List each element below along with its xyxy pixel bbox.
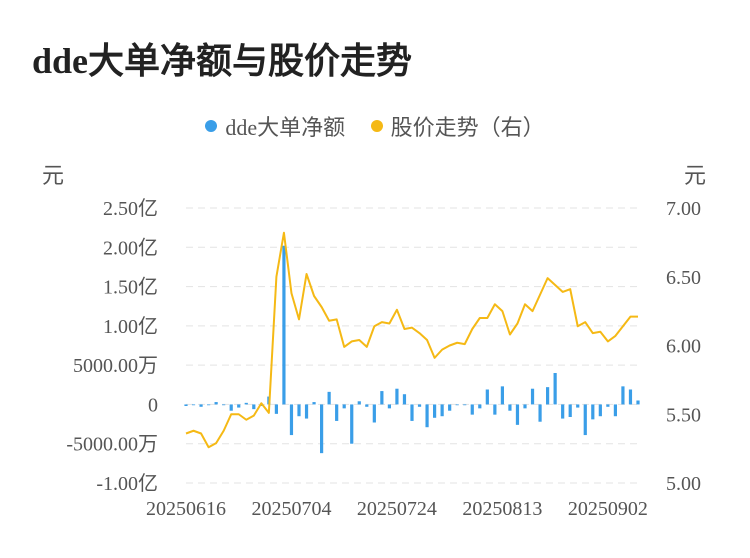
bar — [357, 401, 361, 405]
legend-line-swatch — [370, 120, 383, 132]
bar — [199, 404, 203, 407]
bar — [523, 404, 527, 409]
bar — [417, 404, 422, 407]
legend-bars-label: dde大单净额 — [225, 115, 346, 140]
chart-title: dde大单净额与股价走势 — [32, 41, 413, 81]
bar — [191, 404, 196, 406]
bar — [282, 245, 286, 405]
right-tick-label: 7.00 — [666, 198, 701, 220]
right-tick-label: 6.50 — [666, 267, 701, 289]
bar — [214, 402, 218, 405]
bar — [365, 404, 369, 407]
right-axis-unit: 元 — [684, 163, 707, 188]
bar — [485, 389, 489, 405]
bar — [606, 404, 610, 407]
bar — [335, 404, 339, 421]
bar — [448, 404, 452, 411]
right-tick-label: 5.00 — [666, 473, 701, 495]
bar — [372, 404, 376, 423]
left-tick-label: 1.50亿 — [103, 276, 158, 299]
bar — [222, 404, 226, 406]
bar — [455, 404, 459, 406]
x-tick-label: 20250704 — [251, 498, 331, 520]
bar — [433, 404, 437, 418]
bar — [229, 404, 233, 411]
left-tick-label: 1.00亿 — [103, 315, 158, 338]
bar — [500, 386, 504, 405]
legend-item-bars[interactable]: dde大单净额 — [205, 110, 345, 142]
bar — [628, 389, 633, 405]
x-tick-label: 20250616 — [146, 498, 226, 520]
bar — [312, 402, 316, 405]
bar — [252, 404, 256, 410]
bar — [591, 404, 595, 420]
bar — [320, 404, 324, 454]
bar — [553, 373, 557, 405]
bar — [289, 404, 294, 436]
bar — [493, 404, 497, 415]
bar — [304, 404, 309, 419]
x-tick-label: 20250813 — [462, 498, 542, 520]
left-tick-label: 2.00亿 — [103, 236, 158, 259]
bar — [530, 388, 535, 405]
price-line — [185, 231, 638, 449]
bar — [350, 404, 354, 444]
left-tick-label: 2.50亿 — [103, 197, 158, 220]
bar — [342, 404, 346, 409]
bar — [387, 404, 391, 409]
bar — [207, 404, 211, 406]
bar — [410, 404, 414, 421]
left-tick-label: -5000.00万 — [66, 434, 158, 456]
bar — [259, 404, 263, 406]
legend-line-label: 股价走势（右） — [390, 115, 545, 140]
bar — [237, 404, 241, 408]
bar — [538, 404, 542, 422]
bar — [636, 400, 640, 405]
bar — [598, 404, 602, 417]
legend-item-line[interactable]: 股价走势（右） — [370, 110, 545, 142]
left-axis-unit: 元 — [42, 163, 65, 188]
bar — [380, 391, 384, 405]
bar — [546, 387, 550, 405]
bar — [425, 404, 429, 428]
bar — [478, 404, 482, 409]
bar — [244, 402, 248, 405]
bar — [440, 404, 444, 417]
bar — [395, 388, 399, 405]
bar — [508, 404, 512, 411]
bar — [463, 404, 467, 406]
bar — [568, 404, 572, 417]
bar — [327, 391, 331, 405]
bar — [297, 404, 301, 417]
bar — [184, 404, 188, 406]
left-tick-label: 0 — [148, 394, 158, 416]
right-tick-label: 5.50 — [666, 404, 701, 426]
bar — [576, 404, 580, 408]
bar — [561, 404, 565, 419]
bar — [274, 404, 278, 414]
left-tick-label: -1.00亿 — [96, 472, 158, 495]
right-tick-label: 6.00 — [666, 336, 701, 358]
bar — [583, 404, 587, 436]
bar — [402, 394, 407, 405]
legend: dde大单净额 股价走势（右） — [0, 110, 750, 142]
bar — [621, 386, 625, 405]
legend-bars-swatch — [205, 120, 218, 132]
x-tick-label: 20250724 — [357, 498, 437, 520]
x-tick-label: 20250902 — [568, 498, 648, 520]
bar — [515, 404, 520, 425]
bar — [470, 404, 474, 415]
bar — [613, 404, 617, 417]
left-tick-label: 5000.00万 — [73, 355, 158, 377]
